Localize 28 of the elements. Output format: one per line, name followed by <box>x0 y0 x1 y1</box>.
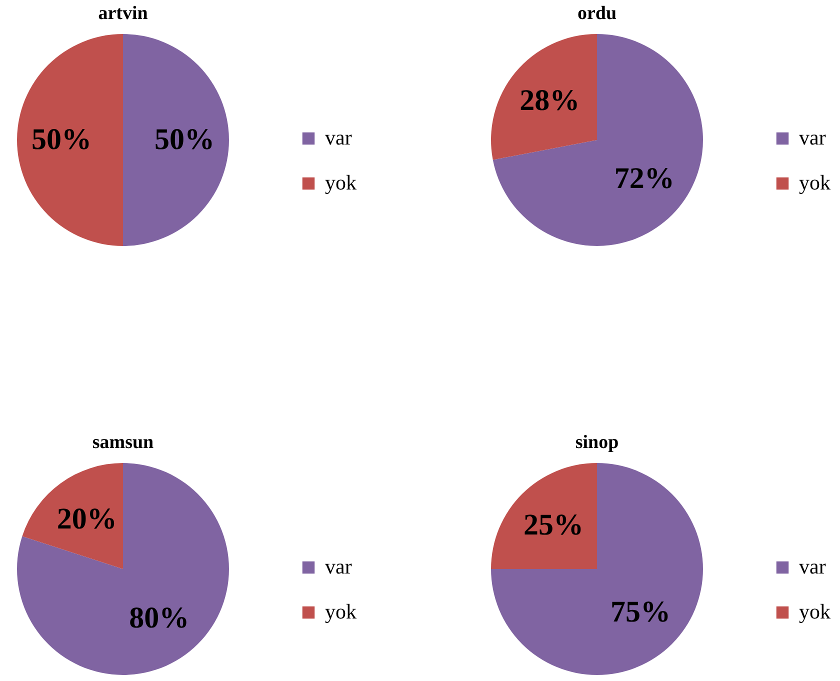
pie-slice <box>491 34 597 160</box>
legend-label: var <box>325 126 352 150</box>
legend-label: yok <box>799 170 831 194</box>
data-label: 28% <box>520 84 580 117</box>
data-label: 80% <box>129 602 190 635</box>
chart-title: artvin <box>98 3 148 24</box>
pie-slice <box>492 34 703 246</box>
chart-title: sinop <box>575 432 619 453</box>
chart-title: ordu <box>577 3 617 24</box>
pie-slice <box>17 34 123 246</box>
pie-slice <box>491 463 703 675</box>
data-label: 25% <box>524 508 584 542</box>
legend-label: var <box>799 554 826 578</box>
data-label: 50% <box>154 123 214 156</box>
pie-slice <box>22 463 123 569</box>
data-label: 75% <box>610 595 670 628</box>
data-label: 20% <box>56 502 117 536</box>
legend-label: yok <box>325 170 357 194</box>
legend-label: yok <box>325 600 357 624</box>
pie-slice <box>123 34 229 246</box>
data-label: 72% <box>614 162 674 196</box>
legend-label: var <box>325 554 352 578</box>
chart-title: samsun <box>92 432 154 453</box>
data-label: 50% <box>32 123 92 156</box>
pie-slice <box>491 463 597 569</box>
pie-slice <box>17 463 229 675</box>
legend-label: var <box>799 126 826 150</box>
legend-label: yok <box>799 600 831 624</box>
